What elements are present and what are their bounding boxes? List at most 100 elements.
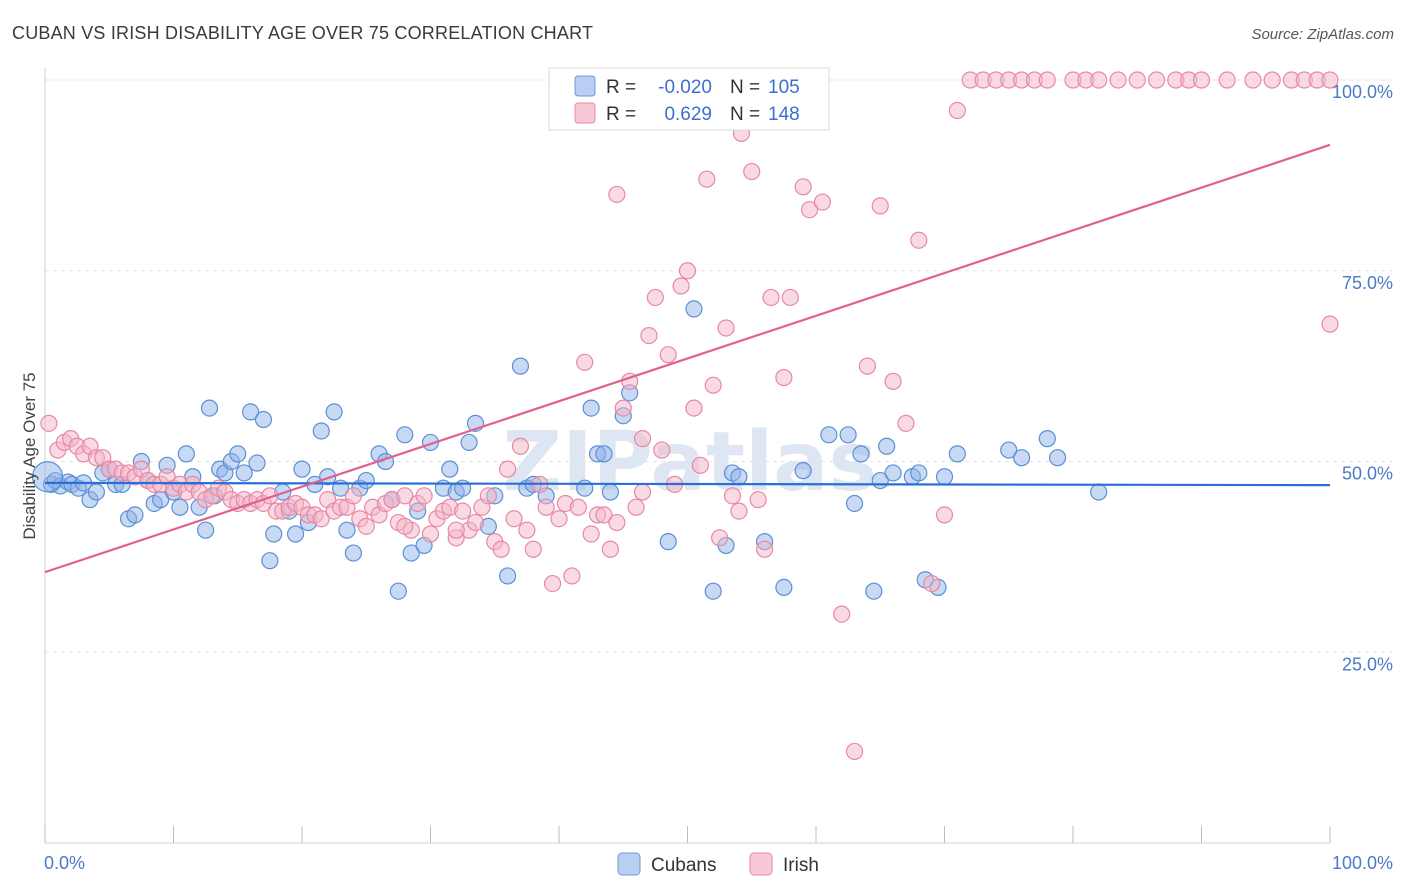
point-irish-100 [685,399,703,417]
chart-title: CUBAN VS IRISH DISABILITY AGE OVER 75 CO… [12,23,593,43]
trend-line-cubans [44,481,1331,487]
stats-n-label-cubans: N = [730,77,760,98]
point-cubans-37 [265,525,283,543]
point-cubans-33 [242,403,260,421]
point-cubans-89 [794,462,812,480]
point-irish-68 [479,487,497,505]
trend-lines [44,143,1331,574]
point-irish-87 [601,540,620,558]
watermark: ZIPatlas [503,415,878,510]
y-axis-label: Disability Age Over 75 [20,372,39,539]
point-cubans-34 [248,454,266,472]
point-cubans-31 [229,445,247,463]
point-irish-105 [717,319,735,337]
point-irish-109 [749,491,767,509]
point-irish-89 [614,399,632,417]
point-irish-59 [421,525,440,543]
stats-swatch-cubans [574,75,596,97]
point-irish-71 [499,460,517,478]
point-cubans-26 [200,399,219,417]
point-irish-79 [550,510,568,528]
point-cubans-91 [839,426,857,444]
point-irish-95 [653,441,671,459]
y-tick-label-2: 75.0% [1342,273,1393,293]
point-irish-42 [312,510,330,528]
point-cubans-70 [511,357,530,375]
point-cubans-108 [1090,483,1108,501]
point-irish-92 [633,430,652,448]
point-irish-143 [1218,71,1236,89]
point-cubans-55 [389,582,407,600]
point-irish-86 [595,506,613,524]
point-irish-49 [357,517,375,535]
point-cubans-75 [582,399,600,417]
point-irish-77 [537,498,555,516]
watermark-text: ZIPatlas [503,415,878,510]
stats-r-value-cubans: -0.020 [658,77,712,98]
point-cubans-74 [576,479,594,497]
point-cubans-107 [1048,449,1067,467]
stats-legend: R = -0.020 N = 105 R = 0.629 N = 148 [548,67,830,131]
y-tick-label-0: 25.0% [1342,654,1393,674]
axes [44,68,1331,844]
point-irish-152 [1321,315,1339,333]
legend-swatch-cubans[interactable] [617,852,641,876]
point-irish-110 [755,540,774,558]
point-irish-136 [1090,71,1108,89]
point-cubans-90 [820,426,838,444]
point-cubans-83 [704,582,722,600]
point-irish-122 [897,414,915,432]
stats-r-value-irish: 0.629 [664,104,712,125]
point-irish-145 [1263,71,1281,89]
point-cubans-51 [357,471,375,490]
point-cubans-21 [171,498,189,516]
legend-label-irish[interactable]: Irish [783,855,819,876]
stats-n-value-cubans: 105 [768,77,800,98]
point-irish-74 [518,521,536,539]
point-irish-157 [396,517,414,535]
point-cubans-99 [910,464,928,482]
point-irish-120 [871,197,889,215]
point-cubans-86 [730,468,748,486]
stats-swatch-irish [574,102,596,124]
point-cubans-49 [344,544,362,562]
point-cubans-44 [312,422,330,440]
legend-label-cubans[interactable]: Cubans [651,855,717,876]
point-irish-55 [396,487,414,505]
point-irish-117 [833,605,851,623]
point-irish-115 [800,201,819,219]
point-cubans-97 [884,464,902,482]
point-irish-108 [743,162,761,181]
point-cubans-40 [286,525,305,543]
x-tick-label-0: 0.0% [44,853,85,873]
stats-r-label-cubans: R = [606,77,636,98]
point-irish-103 [704,376,722,394]
point-irish-82 [569,498,587,516]
point-irish-70 [492,540,510,558]
point-cubans-93 [852,445,870,463]
legend-swatch-irish[interactable] [749,852,773,876]
point-irish-112 [775,368,793,387]
point-cubans-106 [1038,430,1056,448]
point-irish-58 [415,487,433,505]
point-irish-73 [511,437,530,455]
series-legend: Cubans Irish [617,852,819,876]
trend-line-irish [44,143,1331,574]
source-label: Source: ZipAtlas.com [1251,26,1394,43]
point-irish-137 [1109,71,1127,89]
point-irish-0 [40,414,58,432]
point-cubans-large-0 [31,461,64,493]
point-cubans-88 [775,578,793,596]
point-cubans-8 [87,483,106,501]
point-irish-149 [1321,71,1339,89]
point-cubans-103 [948,445,966,463]
point-irish-96 [659,346,677,364]
point-irish-126 [948,101,966,120]
point-cubans-78 [601,483,620,501]
point-irish-102 [698,170,716,188]
point-cubans-35 [254,410,273,429]
y-tick-label-3: 100.0% [1332,82,1393,102]
point-cubans-65 [460,433,478,452]
point-cubans-94 [865,582,883,600]
